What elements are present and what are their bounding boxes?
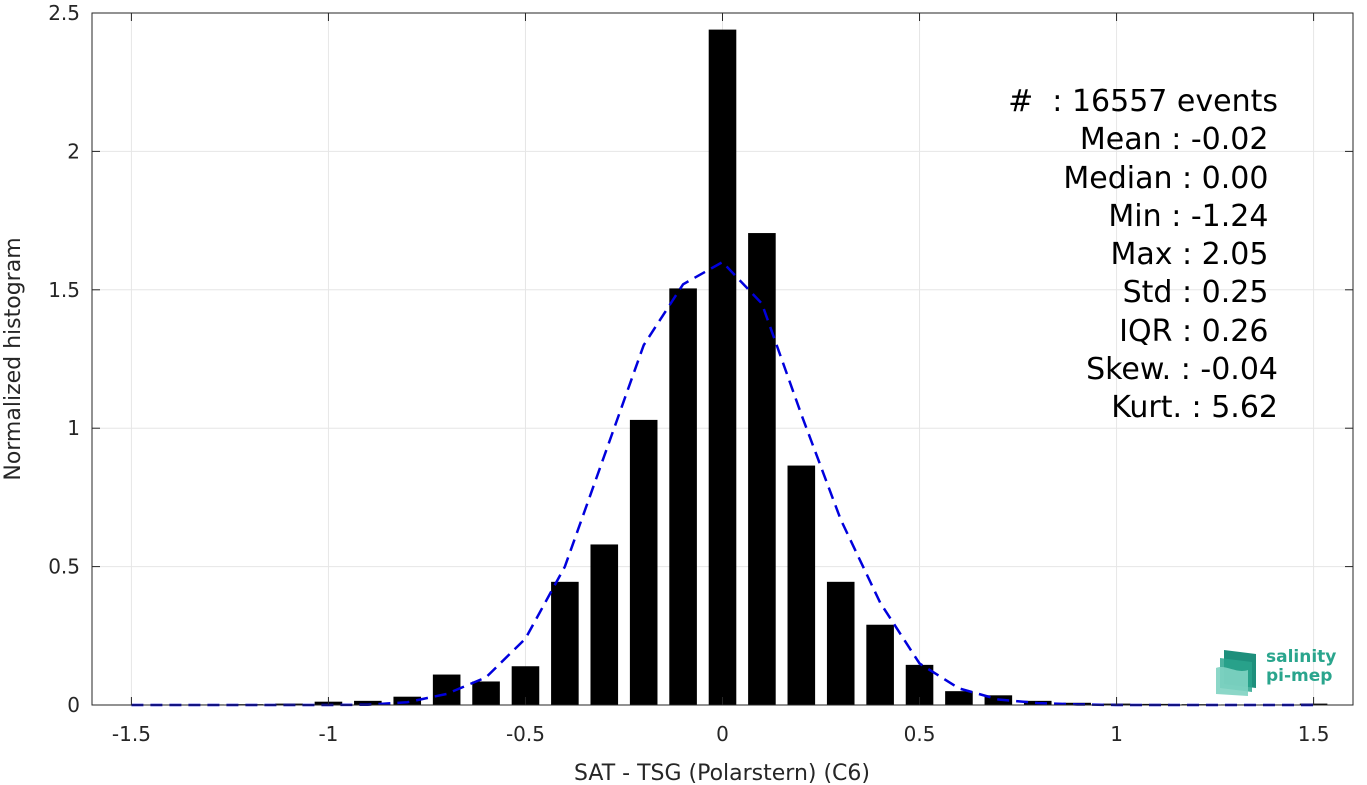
histogram-bar [866, 624, 894, 705]
histogram-bar [590, 544, 619, 705]
histogram-bar [669, 288, 697, 705]
bars [196, 29, 1328, 706]
logo-line-2: pi-mep [1266, 666, 1333, 686]
y-tick-label: 0 [67, 693, 80, 717]
x-tick-label: 1.5 [1298, 722, 1330, 746]
histogram-bar [708, 29, 737, 706]
x-tick-label: -0.5 [506, 722, 545, 746]
x-axis-label: SAT - TSG (Polarstern) (C6) [574, 761, 870, 785]
y-tick-label: 1 [67, 416, 80, 440]
histogram-bar [748, 233, 776, 705]
x-tick-label: -1.5 [112, 722, 151, 746]
stat-std: Std : 0.25 [1122, 275, 1278, 311]
stat-events: # : 16557 events [1008, 84, 1278, 119]
salinity-wave-icon [1216, 650, 1256, 696]
stat-skew: Skew. : -0.04 [1086, 352, 1278, 388]
x-tick-label: -1 [318, 722, 338, 746]
histogram-bar [354, 700, 382, 705]
stat-mean: Mean : -0.02 [1079, 122, 1278, 158]
histogram-bar [787, 465, 816, 705]
y-tick-label: 0.5 [48, 555, 80, 579]
logo-line-1: salinity [1266, 647, 1337, 667]
stat-iqr: IQR : 0.26 [1119, 313, 1278, 349]
histogram-bar [945, 691, 973, 705]
stat-kurt: Kurt. : 5.62 [1111, 390, 1278, 426]
statistics-panel: # : 16557 events Mean : -0.02 Median : 0… [1008, 83, 1278, 428]
stat-median: Median : 0.00 [1063, 160, 1278, 196]
stat-max: Max : 2.05 [1110, 237, 1278, 273]
x-tick-label: 0 [716, 722, 729, 746]
y-tick-label: 2 [67, 139, 80, 163]
histogram-bar [393, 696, 422, 705]
y-tick-label: 2.5 [48, 1, 80, 25]
x-axis-ticks: -1.5 -1 -0.5 0 0.5 1 1.5 [112, 13, 1330, 746]
histogram-bar [551, 581, 579, 705]
y-axis-label: Normalized histogram [1, 237, 26, 480]
y-tick-label: 1.5 [48, 278, 80, 302]
stat-min: Min : -1.24 [1108, 198, 1278, 234]
histogram-bar [629, 419, 658, 705]
histogram-bar [826, 581, 855, 705]
logo-text: salinity pi-mep [1266, 648, 1336, 686]
histogram-bar [472, 681, 500, 705]
salinity-pi-mep-logo: salinity pi-mep [1216, 646, 1348, 696]
x-tick-label: 1 [1110, 722, 1123, 746]
x-tick-label: 0.5 [904, 722, 936, 746]
y-axis-ticks: 0 0.5 1 1.5 2 2.5 [48, 1, 1353, 717]
